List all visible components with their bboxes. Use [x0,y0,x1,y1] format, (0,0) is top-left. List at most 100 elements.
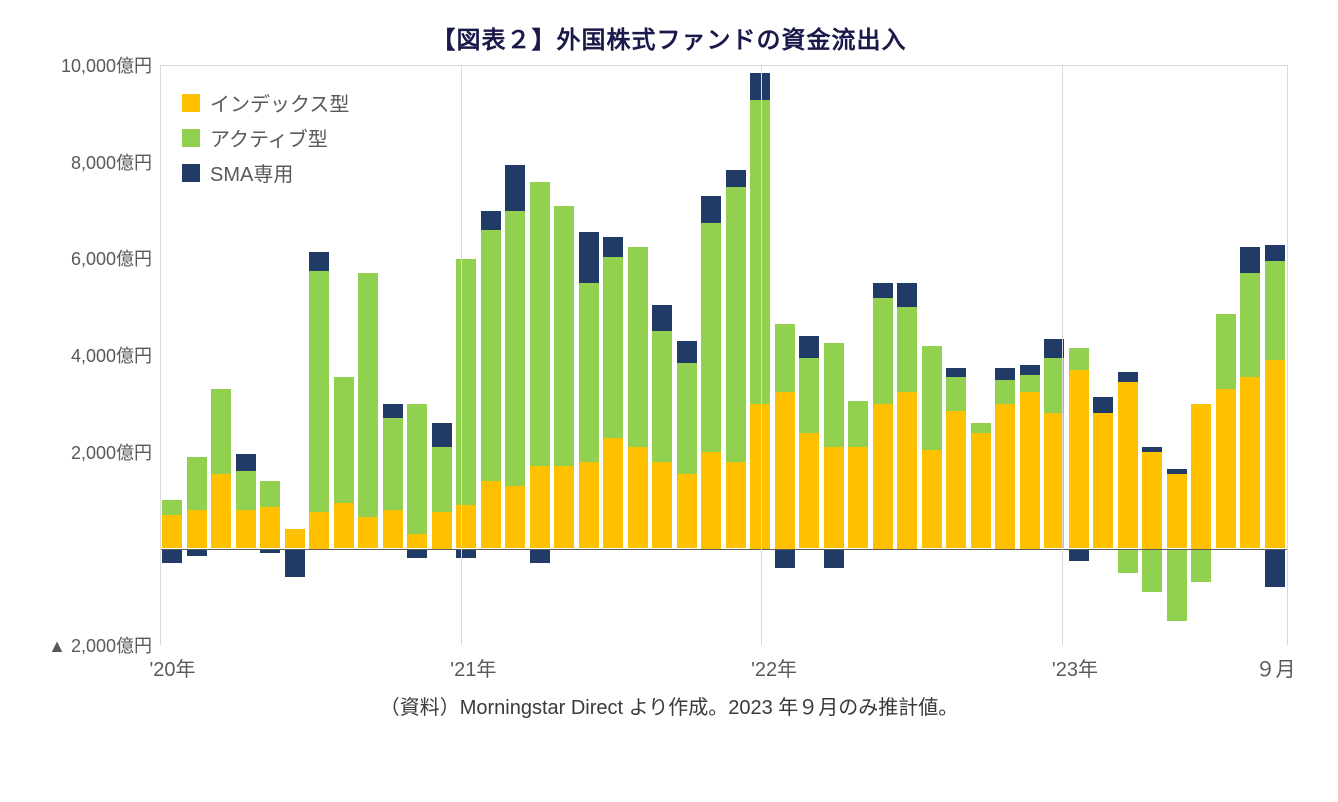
bar-segment-index [530,466,550,548]
bar-segment-index [726,462,746,549]
bar-segment-active [456,259,476,505]
legend-item-sma: SMA専用 [182,158,349,187]
bar-segment-sma [187,549,207,556]
bar-column [1165,66,1190,645]
bar-segment-index [358,517,378,548]
bar-segment-index [554,466,574,548]
bar-column [846,66,871,645]
bar-segment-active [334,377,354,502]
bar-column [699,66,724,645]
bar-segment-index [285,529,305,548]
bar-segment-index [407,534,427,548]
bar-segment-active [1020,375,1040,392]
bar-segment-active [1142,549,1162,592]
bar-column [1189,66,1214,645]
bar-segment-active [579,283,599,462]
bar-segment-index [432,512,452,548]
bar-segment-active [603,257,623,438]
bar-column [871,66,896,645]
bar-segment-index [236,510,256,549]
bar-segment-index [162,515,182,549]
chart-footnote: （資料）Morningstar Direct より作成。2023 年９月のみ推計… [20,691,1318,720]
bar-segment-index [995,404,1015,549]
bar-segment-active [971,423,991,433]
bar-segment-index [1167,474,1187,549]
bar-segment-index [652,462,672,549]
bar-segment-index [897,392,917,549]
bar-segment-index [187,510,207,549]
bar-segment-sma [897,283,917,307]
bar-segment-index [1020,392,1040,549]
bar-segment-active [407,404,427,534]
bar-column [675,66,700,645]
x-tick-label: '20年 [149,653,195,682]
legend-swatch-active [182,129,200,147]
bar-segment-active [701,223,721,452]
bar-column [1214,66,1239,645]
x-tick-label: ９月 [1255,653,1295,682]
bar-segment-active [775,324,795,392]
bar-segment-active [1240,273,1260,377]
bar-segment-active [211,389,231,473]
x-axis: '20年'21年'22年'23年９月 [160,645,1288,685]
y-tick-label: ▲ 2,000億円 [48,632,152,658]
bar-segment-active [873,298,893,404]
bar-segment-index [946,411,966,549]
bar-segment-active [848,401,868,447]
bar-segment-index [701,452,721,549]
bar-segment-sma [1142,447,1162,452]
bar-segment-index [1265,360,1285,548]
bar-segment-active [187,457,207,510]
bar-segment-index [1118,382,1138,548]
legend: インデックス型 アクティブ型 SMA専用 [172,76,359,199]
bar-segment-index [481,481,501,549]
bar-segment-sma [432,423,452,447]
y-tick-label: 2,000億円 [71,439,152,465]
bar-column [895,66,920,645]
legend-label-active: アクティブ型 [210,123,328,152]
x-tick-label: '22年 [751,653,797,682]
bar-column [479,66,504,645]
bar-column [528,66,553,645]
bar-segment-active [1265,261,1285,360]
bar-column [356,66,381,645]
legend-label-sma: SMA専用 [210,158,293,187]
bar-column [601,66,626,645]
gridline-vertical [160,66,161,645]
y-axis: 10,000億円8,000億円6,000億円4,000億円2,000億円▲ 2,… [20,65,160,685]
bar-segment-index [579,462,599,549]
bar-column [920,66,945,645]
y-tick-label: 6,000億円 [71,245,152,271]
bar-column [430,66,455,645]
bar-column [1091,66,1116,645]
bar-segment-active [652,331,672,461]
bar-segment-index [603,438,623,549]
bar-segment-sma [383,404,403,418]
bar-segment-sma [677,341,697,363]
legend-swatch-sma [182,164,200,182]
bar-column [1116,66,1141,645]
bar-segment-sma [530,549,550,563]
bar-column [773,66,798,645]
bar-segment-active [236,471,256,510]
bar-segment-sma [995,368,1015,380]
bar-column [405,66,430,645]
bar-column [797,66,822,645]
bar-segment-active [1118,549,1138,573]
bar-segment-index [1240,377,1260,548]
bar-segment-index [456,505,476,548]
bar-segment-index [260,507,280,548]
bar-segment-sma [652,305,672,332]
bar-segment-active [1069,348,1089,370]
bar-segment-sma [236,454,256,471]
bar-segment-index [628,447,648,548]
bar-segment-sma [1118,372,1138,382]
bar-segment-sma [799,336,819,358]
gridline-vertical [1062,66,1063,645]
bar-segment-index [1142,452,1162,549]
bar-segment-sma [285,549,305,578]
bar-segment-sma [701,196,721,223]
bar-segment-active [946,377,966,411]
bar-column [993,66,1018,645]
bar-column [969,66,994,645]
